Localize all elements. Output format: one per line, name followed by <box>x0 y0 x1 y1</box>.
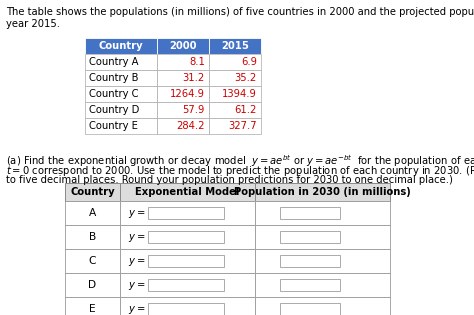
Text: y =: y = <box>128 256 146 266</box>
Bar <box>157 86 209 102</box>
Bar <box>65 297 120 315</box>
Text: to five decimal places. Round your population predictions for 2030 to one decima: to five decimal places. Round your popul… <box>6 175 453 185</box>
Text: 35.2: 35.2 <box>235 73 257 83</box>
Bar <box>65 201 120 225</box>
Text: year 2015.: year 2015. <box>6 19 60 29</box>
Text: 1264.9: 1264.9 <box>170 89 205 99</box>
Text: B: B <box>89 232 96 242</box>
Bar <box>209 38 261 54</box>
Text: y =: y = <box>128 208 146 218</box>
Text: C: C <box>89 256 96 266</box>
Bar <box>209 86 261 102</box>
Bar <box>85 102 157 118</box>
Text: Country C: Country C <box>89 89 138 99</box>
Text: D: D <box>89 280 97 290</box>
Text: Country: Country <box>70 187 115 197</box>
Text: 57.9: 57.9 <box>182 105 205 115</box>
Text: 1394.9: 1394.9 <box>222 89 257 99</box>
Bar <box>209 118 261 134</box>
Bar <box>255 225 390 249</box>
Bar <box>120 297 255 315</box>
Bar <box>157 118 209 134</box>
Text: 2000: 2000 <box>169 41 197 51</box>
Bar <box>255 183 390 201</box>
Bar <box>280 303 340 315</box>
Text: $t = 0$ correspond to 2000. Use the model to predict the population of each coun: $t = 0$ correspond to 2000. Use the mode… <box>6 164 474 178</box>
Bar <box>85 54 157 70</box>
Bar <box>255 201 390 225</box>
Bar <box>85 118 157 134</box>
Bar <box>120 225 255 249</box>
Bar <box>209 102 261 118</box>
Bar <box>280 255 340 267</box>
Bar <box>280 231 340 243</box>
Text: 8.1: 8.1 <box>189 57 205 67</box>
Bar <box>255 249 390 273</box>
Bar <box>148 279 224 291</box>
Text: 31.2: 31.2 <box>183 73 205 83</box>
Text: Country D: Country D <box>89 105 139 115</box>
Bar <box>120 273 255 297</box>
Bar <box>157 102 209 118</box>
Bar <box>148 207 224 219</box>
Text: A: A <box>89 208 96 218</box>
Bar <box>209 70 261 86</box>
Text: 327.7: 327.7 <box>228 121 257 131</box>
Text: 61.2: 61.2 <box>235 105 257 115</box>
Text: 6.9: 6.9 <box>241 57 257 67</box>
Bar <box>255 297 390 315</box>
Bar <box>65 273 120 297</box>
Text: y =: y = <box>128 280 146 290</box>
Text: y =: y = <box>128 304 146 314</box>
Text: Country B: Country B <box>89 73 138 83</box>
Bar <box>120 183 255 201</box>
Text: Country A: Country A <box>89 57 138 67</box>
Bar <box>157 38 209 54</box>
Bar <box>65 183 120 201</box>
Text: y =: y = <box>128 232 146 242</box>
Bar <box>157 54 209 70</box>
Text: 2015: 2015 <box>221 41 249 51</box>
Bar <box>65 225 120 249</box>
Bar <box>148 255 224 267</box>
Text: The table shows the populations (in millions) of five countries in 2000 and the : The table shows the populations (in mill… <box>6 7 474 17</box>
Bar <box>209 54 261 70</box>
Text: 284.2: 284.2 <box>176 121 205 131</box>
Bar <box>157 70 209 86</box>
Bar <box>85 70 157 86</box>
Bar <box>280 279 340 291</box>
Text: Country: Country <box>99 41 143 51</box>
Bar <box>280 207 340 219</box>
Bar <box>148 303 224 315</box>
Text: E: E <box>89 304 96 314</box>
Bar <box>65 249 120 273</box>
Text: Country E: Country E <box>89 121 138 131</box>
Bar <box>255 273 390 297</box>
Bar <box>85 38 157 54</box>
Bar <box>120 249 255 273</box>
Bar <box>85 86 157 102</box>
Text: Exponential Model: Exponential Model <box>135 187 240 197</box>
Text: Population in 2030 (in millions): Population in 2030 (in millions) <box>234 187 411 197</box>
Bar <box>120 201 255 225</box>
Bar <box>148 231 224 243</box>
Text: (a) Find the exponential growth or decay model  $y = ae^{bt}$ or $y = ae^{-bt}$ : (a) Find the exponential growth or decay… <box>6 153 474 169</box>
